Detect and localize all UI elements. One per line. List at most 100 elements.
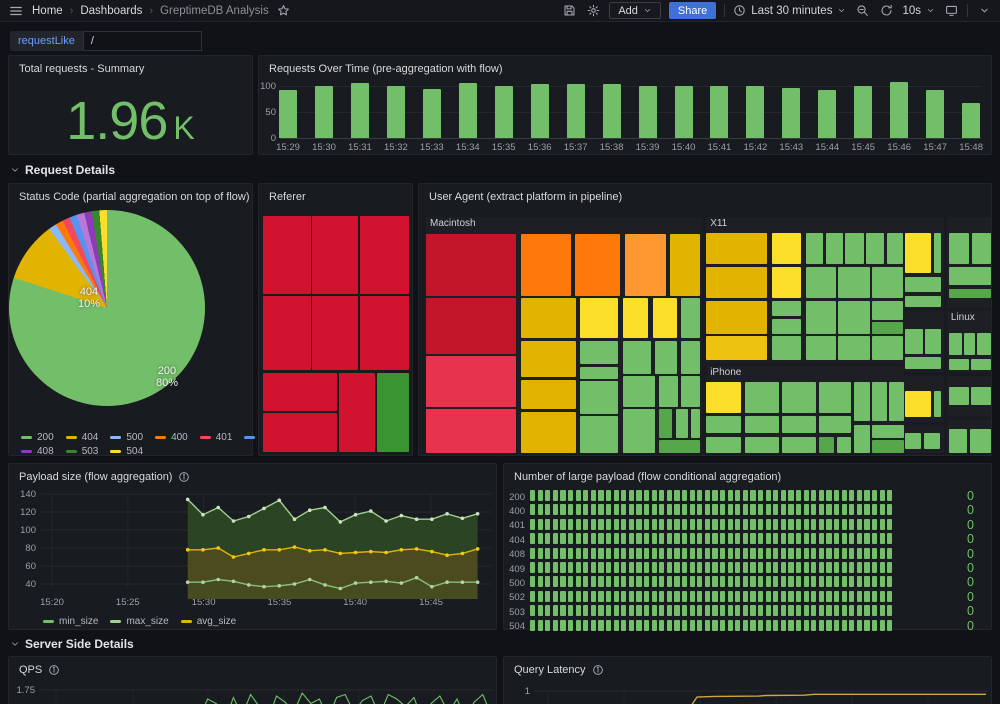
status-cell[interactable] xyxy=(613,504,619,516)
status-cell[interactable] xyxy=(537,576,543,588)
status-cell[interactable] xyxy=(689,547,695,559)
treemap-tile[interactable] xyxy=(706,266,768,299)
treemap-tile[interactable] xyxy=(872,382,888,422)
info-icon[interactable] xyxy=(48,664,60,676)
status-cell[interactable] xyxy=(651,590,657,602)
status-cell[interactable] xyxy=(841,590,847,602)
breadcrumb-home[interactable]: Home xyxy=(32,4,63,17)
status-cell[interactable] xyxy=(758,518,764,530)
status-cell[interactable] xyxy=(856,576,863,588)
status-cell[interactable] xyxy=(651,547,657,559)
status-cell[interactable] xyxy=(818,533,825,545)
status-cell[interactable] xyxy=(606,533,612,545)
status-cell[interactable] xyxy=(682,619,688,631)
status-cell[interactable] xyxy=(788,605,794,617)
status-cell[interactable] xyxy=(545,605,551,617)
status-cell[interactable] xyxy=(552,547,559,559)
status-cell[interactable] xyxy=(765,590,771,602)
status-cell[interactable] xyxy=(560,619,566,631)
status-cell[interactable] xyxy=(841,619,847,631)
status-cell[interactable] xyxy=(818,504,825,516)
status-cell[interactable] xyxy=(864,605,870,617)
treemap-tile[interactable] xyxy=(575,233,621,296)
treemap-tile[interactable] xyxy=(706,300,768,334)
status-cell[interactable] xyxy=(666,490,673,501)
treemap-tile[interactable] xyxy=(744,436,779,453)
status-cell[interactable] xyxy=(803,504,809,516)
status-cell[interactable] xyxy=(590,504,597,516)
status-cell[interactable] xyxy=(720,518,726,530)
status-cell[interactable] xyxy=(621,533,627,545)
status-cell[interactable] xyxy=(849,533,855,545)
status-cell[interactable] xyxy=(568,590,574,602)
treemap-tile[interactable] xyxy=(886,233,903,265)
treemap-tile[interactable] xyxy=(872,266,903,299)
add-button[interactable]: Add xyxy=(609,2,661,19)
status-cell[interactable] xyxy=(545,576,551,588)
status-cell[interactable] xyxy=(682,504,688,516)
status-cell[interactable] xyxy=(803,590,809,602)
legend-item[interactable]: 500 xyxy=(110,432,143,443)
treemap-tile[interactable] xyxy=(771,233,802,265)
status-cell[interactable] xyxy=(682,490,688,501)
status-cell[interactable] xyxy=(666,619,673,631)
treemap-tile[interactable] xyxy=(949,429,968,453)
status-cell[interactable] xyxy=(606,562,612,573)
status-cell[interactable] xyxy=(811,562,817,573)
status-cell[interactable] xyxy=(644,547,650,559)
status-cell[interactable] xyxy=(879,619,885,631)
status-cell[interactable] xyxy=(545,547,551,559)
status-cell[interactable] xyxy=(887,490,893,501)
status-cell[interactable] xyxy=(750,562,756,573)
status-cell[interactable] xyxy=(788,562,794,573)
panel-title[interactable]: Query Latency xyxy=(504,657,991,683)
status-cell[interactable] xyxy=(606,504,612,516)
legend-item[interactable]: min_size xyxy=(43,616,98,627)
status-cell[interactable] xyxy=(621,605,627,617)
legend-item[interactable]: 401 xyxy=(199,432,232,443)
status-cell[interactable] xyxy=(780,562,787,573)
status-cell[interactable] xyxy=(826,518,832,530)
status-cell[interactable] xyxy=(537,590,543,602)
legend-item[interactable]: 504 xyxy=(110,446,143,457)
status-cell[interactable] xyxy=(849,518,855,530)
status-cell[interactable] xyxy=(568,490,574,501)
status-cell[interactable] xyxy=(818,590,825,602)
status-cell[interactable] xyxy=(765,576,771,588)
status-cell[interactable] xyxy=(628,590,635,602)
status-cell[interactable] xyxy=(735,547,741,559)
status-cell[interactable] xyxy=(849,504,855,516)
status-cell[interactable] xyxy=(644,576,650,588)
status-cell[interactable] xyxy=(758,619,764,631)
status-cell[interactable] xyxy=(712,547,718,559)
status-cell[interactable] xyxy=(659,518,665,530)
status-cell[interactable] xyxy=(742,590,749,602)
status-cell[interactable] xyxy=(674,504,680,516)
status-cell[interactable] xyxy=(887,518,893,530)
legend-item[interactable]: 404 xyxy=(65,432,98,443)
status-cell[interactable] xyxy=(788,619,794,631)
status-cell[interactable] xyxy=(628,562,635,573)
variable-label[interactable]: requestLike xyxy=(10,31,83,51)
status-cell[interactable] xyxy=(674,619,680,631)
status-cell[interactable] xyxy=(811,619,817,631)
status-cell[interactable] xyxy=(545,619,551,631)
status-cell[interactable] xyxy=(674,490,680,501)
legend-item[interactable]: 400 xyxy=(155,432,188,443)
treemap-tile[interactable] xyxy=(805,300,837,334)
status-cell[interactable] xyxy=(590,619,597,631)
treemap-tile[interactable] xyxy=(971,233,991,264)
status-cell[interactable] xyxy=(720,533,726,545)
status-cell[interactable] xyxy=(583,547,589,559)
status-cell[interactable] xyxy=(712,533,718,545)
status-cell[interactable] xyxy=(887,504,893,516)
status-cell[interactable] xyxy=(598,490,604,501)
treemap-tile[interactable] xyxy=(580,340,619,365)
status-cell[interactable] xyxy=(879,547,885,559)
panel-title[interactable]: Number of large payload (flow conditiona… xyxy=(504,464,991,490)
status-cell[interactable] xyxy=(583,504,589,516)
status-cell[interactable] xyxy=(742,490,749,501)
status-cell[interactable] xyxy=(689,562,695,573)
status-cell[interactable] xyxy=(659,605,665,617)
status-cell[interactable] xyxy=(545,504,551,516)
